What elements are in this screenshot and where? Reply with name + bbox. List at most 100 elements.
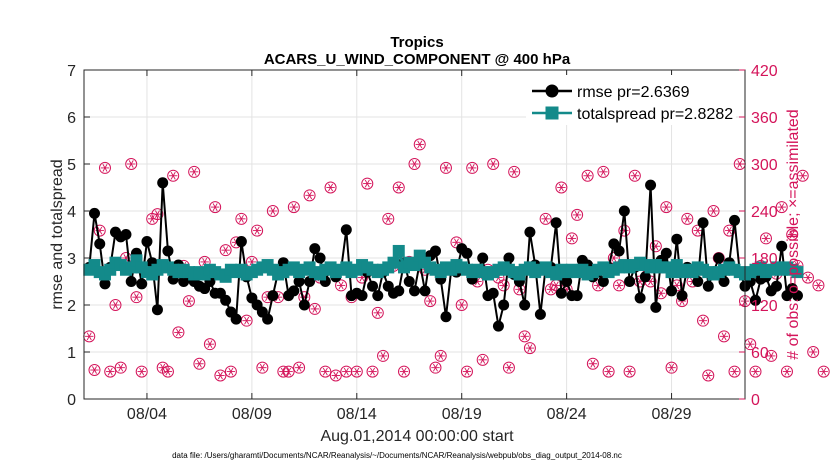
- obs-possible-marker: [718, 330, 731, 343]
- axes-frame: [83, 69, 746, 400]
- obs-assimilated-marker: [186, 297, 192, 305]
- obs-count-point: [377, 349, 390, 362]
- obs-assimilated-marker: [606, 367, 612, 376]
- obs-possible-marker: [413, 138, 426, 151]
- obs-possible-marker: [161, 365, 174, 378]
- obs-possible-marker: [251, 224, 264, 237]
- obs-possible-marker: [203, 338, 216, 351]
- obs-count-point: [660, 201, 673, 214]
- obs-assimilated-marker: [333, 371, 339, 380]
- obs-assimilated-marker: [133, 293, 139, 302]
- obs-count-point: [597, 165, 610, 178]
- y2-tick-label: 360: [751, 110, 778, 127]
- obs-assimilated-marker: [396, 183, 402, 192]
- rmse-point: [136, 278, 148, 290]
- obs-count-point: [193, 357, 206, 370]
- obs-possible-marker: [786, 228, 799, 241]
- rmse-point: [660, 247, 672, 259]
- obs-possible-marker: [775, 201, 788, 214]
- obs-count-point: [172, 326, 185, 339]
- obs-assimilated-marker: [228, 367, 234, 376]
- obs-count-point: [523, 342, 536, 355]
- rmse-point: [524, 226, 536, 238]
- obs-count-point: [135, 365, 148, 378]
- legend: rmse pr=2.6369 totalspread pr=2.8282: [526, 75, 736, 125]
- rmse-point: [671, 233, 683, 245]
- obs-assimilated-marker: [558, 183, 564, 192]
- obs-possible-marker: [182, 295, 195, 308]
- spread-point: [387, 256, 400, 269]
- obs-assimilated-marker: [800, 171, 806, 180]
- rmse-point: [429, 245, 441, 257]
- obs-count-point: [161, 365, 174, 378]
- obs-count-point: [455, 299, 468, 311]
- obs-assimilated-marker: [543, 214, 549, 223]
- obs-possible-marker: [93, 224, 106, 237]
- obs-count-point: [476, 353, 489, 366]
- obs-count-point: [518, 330, 531, 343]
- rmse-point: [151, 304, 163, 316]
- rmse-point: [666, 285, 678, 297]
- rmse-point: [288, 285, 300, 297]
- rmse-point: [639, 271, 651, 283]
- rmse-point: [367, 280, 379, 292]
- obs-count-point: [308, 302, 321, 315]
- obs-possible-marker: [466, 161, 479, 174]
- obs-possible-marker: [665, 361, 678, 374]
- obs-count-point: [508, 165, 521, 178]
- obs-possible-marker: [219, 244, 232, 257]
- obs-possible-marker: [707, 205, 720, 217]
- y2-tick-label: 0: [751, 392, 760, 409]
- obs-assimilated-marker: [632, 171, 638, 180]
- obs-possible-marker: [408, 158, 421, 170]
- x-tick-label: 08/04: [127, 406, 167, 423]
- rmse-point: [776, 240, 788, 252]
- obs-assimilated-marker: [249, 258, 255, 266]
- obs-possible-marker: [193, 357, 206, 370]
- obs-count-point: [287, 201, 300, 214]
- obs-assimilated-marker: [695, 226, 701, 235]
- rmse-point: [314, 252, 326, 264]
- rmse-point: [697, 217, 709, 229]
- obs-possible-marker: [350, 365, 363, 378]
- obs-count-point: [224, 365, 237, 378]
- rmse-point: [555, 287, 567, 299]
- obs-assimilated-marker: [401, 367, 407, 376]
- obs-possible-marker: [817, 365, 830, 378]
- obs-count-point: [497, 279, 510, 292]
- rmse-point: [419, 285, 431, 297]
- obs-possible-marker: [335, 279, 348, 292]
- obs-possible-marker: [497, 279, 510, 292]
- obs-count-point: [728, 365, 741, 378]
- obs-assimilated-marker: [600, 167, 606, 176]
- y2-tick-label: 180: [751, 251, 778, 268]
- obs-assimilated-marker: [684, 214, 690, 223]
- obs-count-point: [151, 208, 164, 221]
- obs-possible-marker: [439, 161, 452, 174]
- obs-count-point: [114, 361, 127, 374]
- obs-possible-marker: [460, 365, 473, 378]
- obs-assimilated-marker: [380, 352, 386, 360]
- obs-possible-marker: [628, 169, 641, 182]
- obs-assimilated-marker: [511, 167, 517, 176]
- obs-assimilated-marker: [385, 214, 391, 223]
- obs-assimilated-marker: [375, 308, 381, 317]
- obs-count-point: [98, 161, 111, 174]
- obs-count-point: [780, 365, 793, 378]
- rmse-point: [650, 301, 662, 313]
- y-tick-label: 4: [67, 204, 76, 221]
- obs-count-point: [555, 181, 568, 194]
- obs-assimilated-marker: [490, 160, 496, 168]
- obs-possible-marker: [382, 212, 395, 225]
- obs-assimilated-marker: [732, 367, 737, 376]
- rmse-point: [403, 276, 415, 287]
- obs-possible-marker: [565, 232, 578, 245]
- obs-assimilated-marker: [354, 367, 360, 376]
- obs-assimilated-marker: [789, 230, 795, 239]
- rmse-point: [702, 280, 714, 292]
- obs-count-point: [167, 169, 180, 182]
- legend-box: [526, 75, 736, 125]
- y-tick-label: 7: [67, 63, 76, 80]
- obs-count-point: [203, 338, 216, 351]
- x-tick-label: 08/19: [442, 406, 482, 423]
